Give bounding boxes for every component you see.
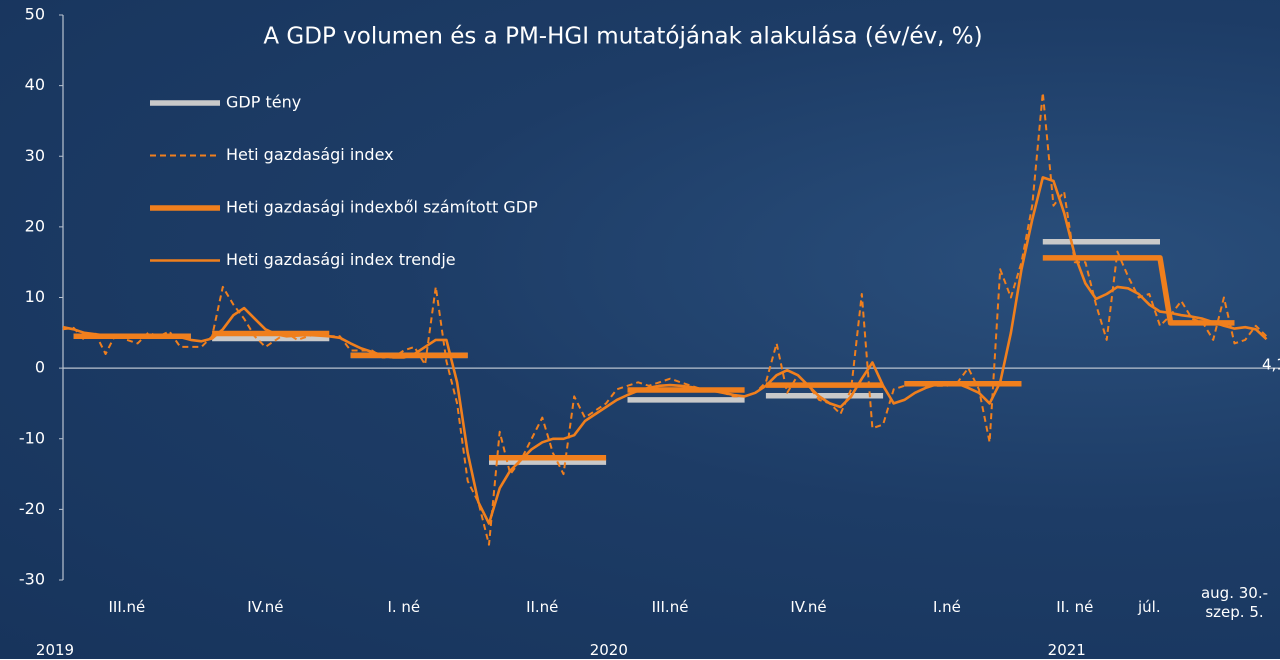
y-tick-label: -10 <box>19 428 45 447</box>
y-tick-label: 40 <box>25 75 45 94</box>
series-line <box>62 91 1268 546</box>
x-tick-label: II. né <box>1056 598 1094 616</box>
y-tick-label: -30 <box>19 570 45 589</box>
chart-title: A GDP volumen és a PM-HGI mutatójának al… <box>263 24 982 50</box>
y-tick-label: -20 <box>19 499 45 518</box>
x-tick-label: aug. 30.-szep. 5. <box>1200 584 1269 621</box>
legend-label: Heti gazdasági index <box>226 145 394 164</box>
x-tick-label: III.né <box>108 598 146 616</box>
y-tick-label: 10 <box>25 287 45 306</box>
x-tick-label: III.né <box>651 598 689 616</box>
x-tick-label: II.né <box>526 598 559 616</box>
y-tick-label: 20 <box>25 216 45 235</box>
x-tick-label: I.né <box>932 598 961 616</box>
y-tick-label: 0 <box>35 358 45 377</box>
x-tick-label: júl. <box>1137 598 1161 616</box>
x-group-label: 2021 <box>1047 641 1086 659</box>
y-tick-label: 50 <box>25 5 45 24</box>
x-group-label: 2020 <box>589 641 628 659</box>
y-tick-label: 30 <box>25 146 45 165</box>
x-tick-label: IV.né <box>790 598 827 616</box>
value-label: 4,1 <box>1262 356 1280 374</box>
legend-label: Heti gazdasági indexből számított GDP <box>226 198 538 217</box>
legend-label: Heti gazdasági index trendje <box>226 250 456 269</box>
x-group-label: 2019 <box>35 641 75 659</box>
x-tick-label: IV.né <box>247 598 284 616</box>
series-line <box>1042 255 1235 326</box>
series-line <box>62 176 1268 525</box>
x-tick-label: I. né <box>387 598 421 616</box>
legend-label: GDP tény <box>226 93 301 112</box>
